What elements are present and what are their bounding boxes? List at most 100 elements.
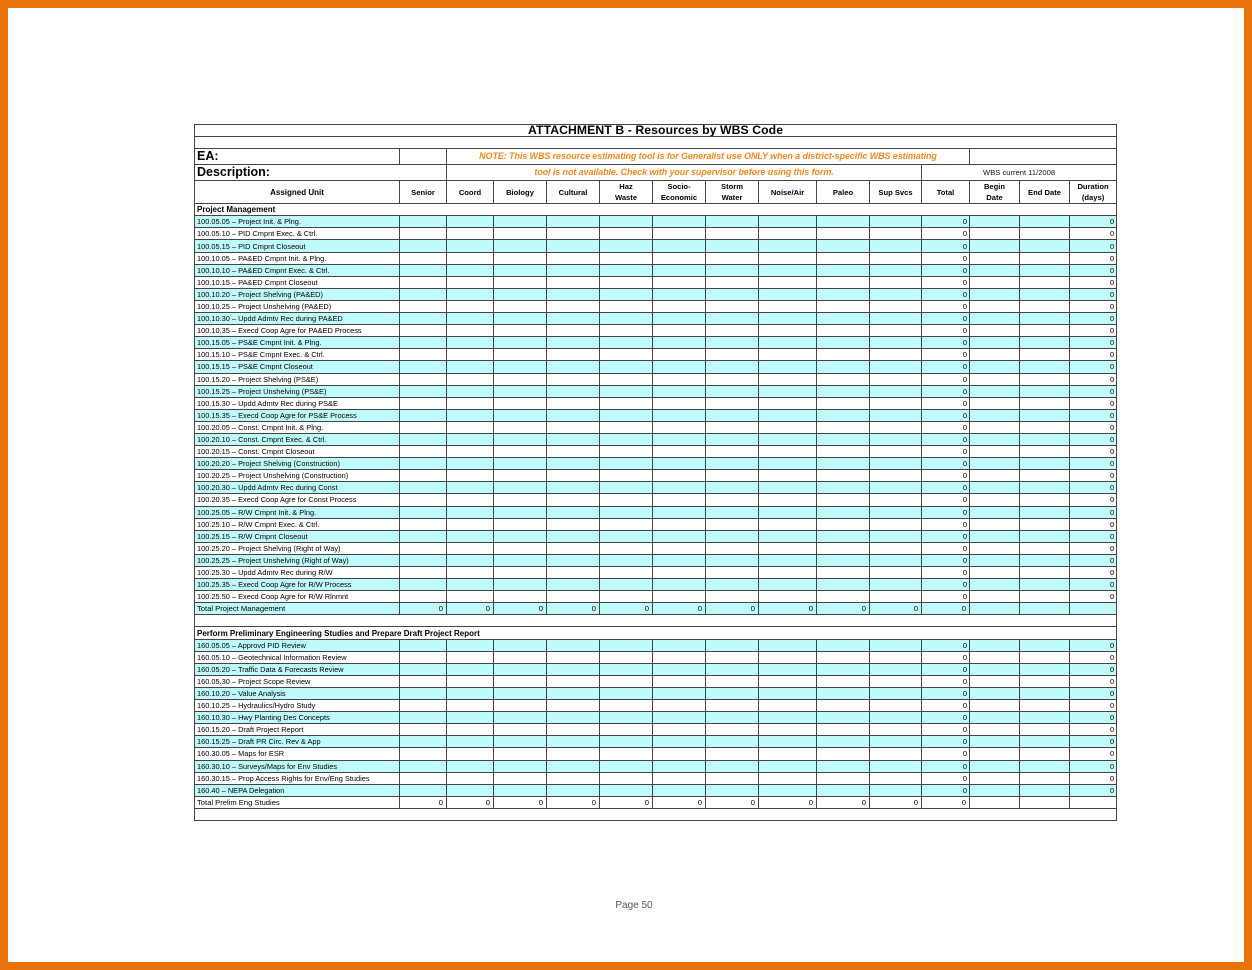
resource-cell[interactable] — [705, 493, 759, 507]
end-date-cell[interactable] — [1019, 590, 1070, 604]
resource-cell[interactable] — [652, 650, 706, 664]
resource-cell[interactable] — [869, 771, 922, 785]
resource-cell[interactable] — [493, 783, 547, 797]
table-row[interactable]: 160.10.20 – Value Analysis 0 0 — [194, 686, 1118, 701]
table-row[interactable]: 160.30.15 – Prop Access Rights for Env/E… — [194, 771, 1118, 785]
resource-cell[interactable] — [546, 469, 600, 483]
resource-cell[interactable] — [493, 396, 547, 410]
resource-cell[interactable] — [399, 481, 447, 495]
resource-cell[interactable] — [399, 239, 447, 253]
resource-cell[interactable] — [758, 396, 817, 410]
resource-cell[interactable] — [652, 578, 706, 592]
resource-cell[interactable] — [493, 227, 547, 241]
resource-cell[interactable] — [599, 215, 653, 229]
resource-cell[interactable] — [493, 578, 547, 592]
resource-cell[interactable] — [399, 336, 447, 350]
begin-date-cell[interactable] — [969, 348, 1020, 362]
resource-cell[interactable] — [758, 215, 817, 229]
resource-cell[interactable] — [758, 674, 817, 688]
resource-cell[interactable] — [399, 312, 447, 326]
resource-cell[interactable] — [493, 457, 547, 471]
table-row[interactable]: 100.20.20 – Project Shelving (Constructi… — [194, 457, 1118, 471]
resource-cell[interactable] — [758, 469, 817, 483]
table-row[interactable]: 160.15.25 – Draft PR Circ. Rev & App 0 0 — [194, 735, 1118, 749]
resource-cell[interactable] — [652, 759, 706, 773]
resource-cell[interactable] — [705, 771, 759, 785]
resource-cell[interactable] — [546, 336, 600, 350]
resource-cell[interactable] — [399, 408, 447, 422]
resource-cell[interactable] — [705, 699, 759, 713]
resource-cell[interactable] — [493, 493, 547, 507]
resource-cell[interactable] — [816, 517, 870, 531]
resource-cell[interactable] — [546, 578, 600, 592]
resource-cell[interactable] — [869, 239, 922, 253]
resource-cell[interactable] — [599, 747, 653, 761]
resource-cell[interactable] — [652, 299, 706, 314]
resource-cell[interactable] — [599, 699, 653, 713]
end-date-cell[interactable] — [1019, 650, 1070, 664]
table-row[interactable]: 160.40 – NEPA Delegation 0 0 — [194, 783, 1118, 797]
resource-cell[interactable] — [599, 529, 653, 543]
resource-cell[interactable] — [399, 287, 447, 301]
resource-cell[interactable] — [446, 505, 494, 519]
resource-cell[interactable] — [869, 336, 922, 350]
table-row[interactable]: 100.20.35 – Execd Coop Agre for Const Pr… — [194, 493, 1118, 507]
end-date-cell[interactable] — [1019, 251, 1070, 265]
begin-date-cell[interactable] — [969, 324, 1020, 338]
end-date-cell[interactable] — [1019, 759, 1070, 773]
table-row[interactable]: 100.15.35 – Execd Coop Agre for PS&E Pro… — [194, 408, 1118, 422]
resource-cell[interactable] — [816, 783, 870, 797]
resource-cell[interactable] — [816, 227, 870, 241]
resource-cell[interactable] — [493, 529, 547, 543]
resource-cell[interactable] — [705, 215, 759, 229]
resource-cell[interactable] — [652, 445, 706, 459]
begin-date-cell[interactable] — [969, 517, 1020, 531]
resource-cell[interactable] — [816, 469, 870, 483]
resource-cell[interactable] — [705, 517, 759, 531]
resource-cell[interactable] — [816, 312, 870, 326]
resource-cell[interactable] — [399, 493, 447, 507]
resource-cell[interactable] — [652, 662, 706, 676]
resource-cell[interactable] — [652, 348, 706, 362]
end-date-cell[interactable] — [1019, 299, 1070, 314]
end-date-cell[interactable] — [1019, 565, 1070, 580]
resource-cell[interactable] — [816, 553, 870, 568]
resource-cell[interactable] — [869, 251, 922, 265]
resource-cell[interactable] — [705, 565, 759, 580]
resource-cell[interactable] — [705, 662, 759, 676]
resource-cell[interactable] — [869, 312, 922, 326]
resource-cell[interactable] — [446, 275, 494, 289]
resource-cell[interactable] — [652, 638, 706, 652]
resource-cell[interactable] — [546, 275, 600, 289]
end-date-cell[interactable] — [1019, 711, 1070, 725]
resource-cell[interactable] — [758, 638, 817, 652]
resource-cell[interactable] — [705, 275, 759, 289]
table-row[interactable]: 100.15.15 – PS&E Cmpnt Closeout 0 0 — [194, 360, 1118, 374]
resource-cell[interactable] — [869, 384, 922, 398]
resource-cell[interactable] — [599, 348, 653, 362]
table-row[interactable]: 100.10.20 – Project Shelving (PA&ED) 0 0 — [194, 287, 1118, 301]
end-date-cell[interactable] — [1019, 408, 1070, 422]
resource-cell[interactable] — [758, 408, 817, 422]
table-row[interactable]: 100.15.25 – Project Unshelving (PS&E) 0 0 — [194, 384, 1118, 398]
resource-cell[interactable] — [758, 481, 817, 495]
table-row[interactable]: 100.20.25 – Project Unshelving (Construc… — [194, 469, 1118, 483]
resource-cell[interactable] — [869, 578, 922, 592]
resource-cell[interactable] — [546, 420, 600, 434]
resource-cell[interactable] — [652, 263, 706, 277]
resource-cell[interactable] — [869, 215, 922, 229]
resource-cell[interactable] — [399, 251, 447, 265]
resource-cell[interactable] — [446, 541, 494, 555]
resource-cell[interactable] — [705, 505, 759, 519]
resource-cell[interactable] — [399, 469, 447, 483]
resource-cell[interactable] — [816, 711, 870, 725]
resource-cell[interactable] — [546, 505, 600, 519]
begin-date-cell[interactable] — [969, 638, 1020, 652]
resource-cell[interactable] — [652, 747, 706, 761]
resource-cell[interactable] — [399, 445, 447, 459]
resource-cell[interactable] — [399, 783, 447, 797]
resource-cell[interactable] — [446, 408, 494, 422]
resource-cell[interactable] — [599, 312, 653, 326]
table-row[interactable]: 100.25.35 – Execd Coop Agre for R/W Proc… — [194, 578, 1118, 592]
resource-cell[interactable] — [546, 650, 600, 664]
